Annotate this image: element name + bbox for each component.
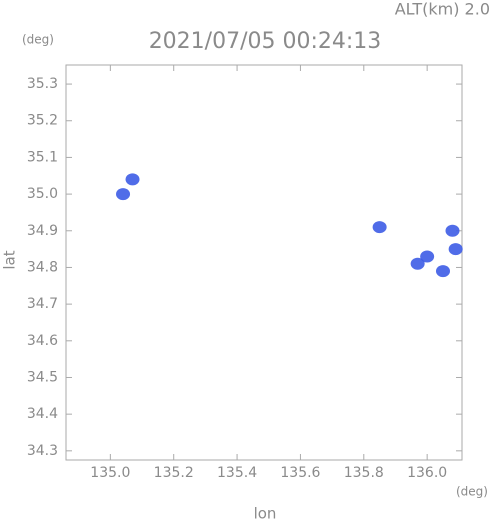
y-axis-label: lat <box>1 250 19 269</box>
y-tick-label: 34.6 <box>27 333 58 349</box>
y-tick-label: 35.2 <box>27 113 58 129</box>
plot-frame <box>65 64 463 461</box>
y-tick-label: 34.7 <box>27 296 58 312</box>
echo-point <box>125 173 140 186</box>
echo-point <box>435 265 450 278</box>
echo-point <box>372 221 387 234</box>
y-tick-label: 34.4 <box>27 406 58 422</box>
y-tick-label: 35.3 <box>27 76 58 92</box>
x-tick-label: 135.4 <box>217 465 257 481</box>
x-tick-label: 135.2 <box>154 465 194 481</box>
echo-point <box>420 250 435 263</box>
x-tick-label: 136.0 <box>407 465 447 481</box>
y-tick-label: 35.0 <box>27 186 58 202</box>
echo-point <box>410 257 425 270</box>
y-tick-label: 34.8 <box>27 259 58 275</box>
echo-point <box>445 224 460 237</box>
altitude-label: ALT(km) 2.0 <box>395 0 490 19</box>
x-tick-label: 135.6 <box>280 465 320 481</box>
echo-point <box>448 243 463 256</box>
y-unit: (deg) <box>22 33 54 47</box>
x-axis-label: lon <box>254 505 277 521</box>
chart-title: 2021/07/05 00:24:13 <box>149 29 382 54</box>
y-tick-label: 35.1 <box>27 149 58 165</box>
y-tick-label: 34.5 <box>27 369 58 385</box>
x-tick-label: 135.0 <box>90 465 130 481</box>
y-tick-label: 34.3 <box>27 443 58 459</box>
x-unit: (deg) <box>456 485 488 499</box>
x-tick-label: 135.8 <box>344 465 384 481</box>
echo-point <box>116 188 131 201</box>
y-tick-label: 34.9 <box>27 223 58 239</box>
